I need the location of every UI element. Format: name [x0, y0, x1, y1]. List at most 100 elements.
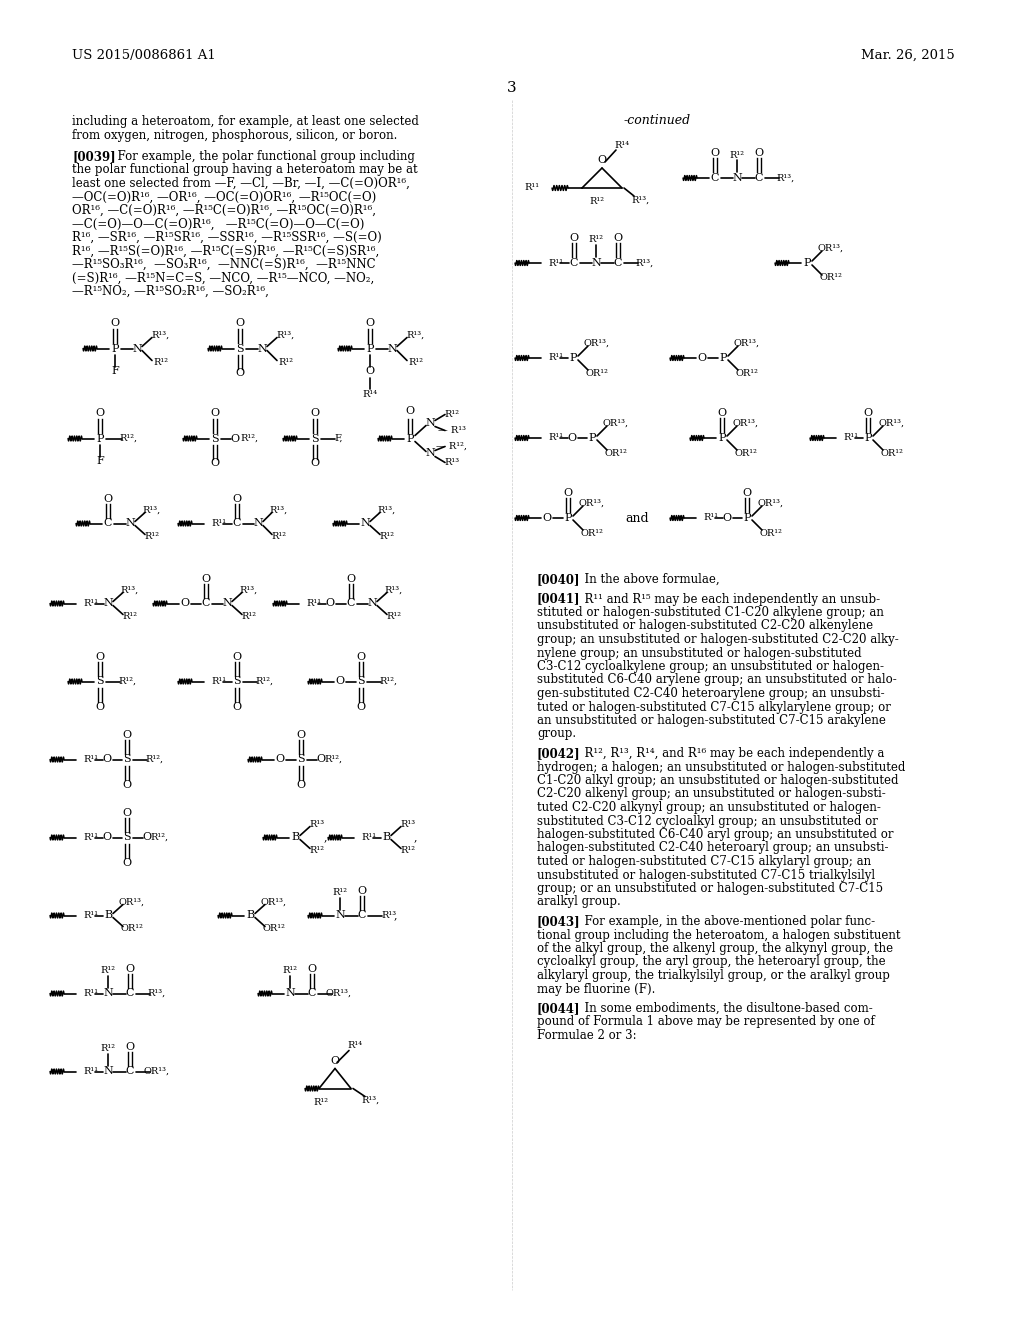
Text: O: O	[102, 833, 112, 842]
Text: N: N	[103, 598, 113, 609]
Text: unsubstituted or halogen-substituted C7-C15 trialkylsilyl: unsubstituted or halogen-substituted C7-…	[537, 869, 876, 882]
Text: C: C	[126, 1067, 134, 1077]
Text: R¹³,: R¹³,	[385, 586, 403, 595]
Text: OR¹³,: OR¹³,	[734, 338, 760, 347]
Text: R¹²: R¹²	[100, 1044, 116, 1053]
Text: O: O	[346, 573, 355, 583]
Text: US 2015/0086861 A1: US 2015/0086861 A1	[72, 49, 216, 62]
Text: — R¹²,: — R¹²,	[436, 442, 468, 451]
Text: O: O	[123, 780, 131, 789]
Text: OR¹³,: OR¹³,	[733, 418, 759, 428]
Text: R¹²,: R¹²,	[240, 434, 258, 444]
Text: C: C	[103, 519, 113, 528]
Text: N: N	[257, 343, 267, 354]
Text: S: S	[297, 755, 305, 764]
Text: R¹³,: R¹³,	[276, 331, 295, 341]
Text: [0039]: [0039]	[72, 150, 116, 162]
Text: R¹²: R¹²	[333, 888, 347, 898]
Text: aralkyl group.: aralkyl group.	[537, 895, 621, 908]
Text: substituted C6-C40 arylene group; an unsubstituted or halo-: substituted C6-C40 arylene group; an uns…	[537, 673, 897, 686]
Text: R¹³,: R¹³,	[121, 586, 139, 595]
Text: R¹¹ and R¹⁵ may be each independently an unsub-: R¹¹ and R¹⁵ may be each independently an…	[577, 593, 880, 606]
Text: R¹²: R¹²	[154, 358, 169, 367]
Text: F,: F,	[335, 434, 343, 444]
Text: R¹¹: R¹¹	[703, 513, 718, 523]
Text: [0041]: [0041]	[537, 593, 581, 606]
Text: OR¹²: OR¹²	[121, 924, 143, 933]
Text: R¹², R¹³, R¹⁴, and R¹⁶ may be each independently a: R¹², R¹³, R¹⁴, and R¹⁶ may be each indep…	[577, 747, 885, 760]
Text: OR¹²: OR¹²	[262, 924, 286, 933]
Text: O: O	[597, 154, 606, 165]
Text: O: O	[95, 701, 104, 711]
Text: S: S	[211, 433, 219, 444]
Text: R¹²: R¹²	[589, 235, 603, 244]
Text: O: O	[125, 1041, 134, 1052]
Text: group.: group.	[537, 727, 577, 741]
Text: P: P	[803, 257, 811, 268]
Text: R¹²: R¹²	[309, 846, 325, 855]
Text: [0042]: [0042]	[537, 747, 581, 760]
Text: R¹²: R¹²	[100, 966, 116, 975]
Text: O: O	[275, 755, 285, 764]
Text: O: O	[563, 488, 572, 498]
Text: the polar functional group having a heteroatom may be at: the polar functional group having a hete…	[72, 164, 418, 177]
Text: group; or an unsubstituted or halogen-substituted C7-C15: group; or an unsubstituted or halogen-su…	[537, 882, 883, 895]
Text: R¹²: R¹²	[590, 198, 604, 206]
Text: ,: ,	[414, 833, 417, 842]
Text: O: O	[202, 573, 211, 583]
Text: S: S	[357, 676, 365, 686]
Text: R¹²: R¹²	[386, 612, 401, 620]
Text: R¹²: R¹²	[409, 358, 424, 367]
Text: OR¹³,: OR¹³,	[603, 418, 629, 428]
Text: R¹³,: R¹³,	[147, 989, 166, 998]
Text: O: O	[103, 494, 113, 503]
Text: pound of Formula 1 above may be represented by one of: pound of Formula 1 above may be represen…	[537, 1015, 874, 1028]
Text: C: C	[357, 911, 367, 920]
Text: C: C	[613, 257, 623, 268]
Text: O: O	[366, 318, 375, 329]
Text: B: B	[291, 833, 299, 842]
Text: C: C	[755, 173, 763, 183]
Text: R¹³,: R¹³,	[636, 259, 654, 268]
Text: O: O	[331, 1056, 340, 1065]
Text: O: O	[232, 494, 242, 503]
Text: tuted C2-C20 alkynyl group; an unsubstituted or halogen-: tuted C2-C20 alkynyl group; an unsubstit…	[537, 801, 881, 814]
Text: [0040]: [0040]	[537, 573, 581, 586]
Text: P: P	[588, 433, 596, 444]
Text: halogen-substituted C2-C40 heteroaryl group; an unsubsti-: halogen-substituted C2-C40 heteroaryl gr…	[537, 842, 889, 854]
Text: R¹³,: R¹³,	[240, 586, 258, 595]
Text: cycloalkyl group, the aryl group, the heteroaryl group, the: cycloalkyl group, the aryl group, the he…	[537, 956, 886, 969]
Text: In the above formulae,: In the above formulae,	[577, 573, 720, 586]
Text: C: C	[308, 989, 316, 998]
Text: R¹³,: R¹³,	[143, 506, 161, 515]
Text: R¹²: R¹²	[380, 532, 394, 541]
Text: OR¹⁶, —C(=O)R¹⁶, —R¹⁵C(=O)R¹⁶, —R¹⁵OC(=O)R¹⁶,: OR¹⁶, —C(=O)R¹⁶, —R¹⁵C(=O)R¹⁶, —R¹⁵OC(=O…	[72, 205, 376, 216]
Text: O: O	[102, 755, 112, 764]
Text: C2-C20 alkenyl group; an unsubstituted or halogen-substi-: C2-C20 alkenyl group; an unsubstituted o…	[537, 788, 886, 800]
Text: P: P	[564, 513, 571, 523]
Text: R¹³,: R¹³,	[407, 331, 425, 341]
Text: —OC(=O)R¹⁶, —OR¹⁶, —OC(=O)OR¹⁶, —R¹⁵OC(=O): —OC(=O)R¹⁶, —OR¹⁶, —OC(=O)OR¹⁶, —R¹⁵OC(=…	[72, 190, 376, 203]
Text: R¹²: R¹²	[271, 532, 287, 541]
Text: nylene group; an unsubstituted or halogen-substituted: nylene group; an unsubstituted or haloge…	[537, 647, 861, 660]
Text: OR¹²: OR¹²	[735, 368, 759, 378]
Text: OR¹³,: OR¹³,	[261, 898, 287, 907]
Text: O: O	[356, 652, 366, 661]
Text: S: S	[123, 833, 131, 842]
Text: R¹¹: R¹¹	[306, 599, 322, 609]
Text: O: O	[211, 408, 219, 418]
Text: O: O	[123, 858, 131, 867]
Text: O: O	[236, 318, 245, 329]
Text: O: O	[232, 701, 242, 711]
Text: P: P	[569, 352, 577, 363]
Text: O: O	[296, 780, 305, 789]
Text: least one selected from —F, —Cl, —Br, —I, —C(=O)OR¹⁶,: least one selected from —F, —Cl, —Br, —I…	[72, 177, 410, 190]
Text: OR¹²: OR¹²	[734, 449, 758, 458]
Text: S: S	[123, 755, 131, 764]
Text: P: P	[367, 343, 374, 354]
Text: ,: ,	[324, 833, 327, 842]
Text: R¹¹: R¹¹	[843, 433, 858, 442]
Text: OR¹³,: OR¹³,	[144, 1067, 170, 1076]
Text: For example, in the above-mentioned polar func-: For example, in the above-mentioned pola…	[577, 915, 876, 928]
Text: N: N	[425, 418, 435, 429]
